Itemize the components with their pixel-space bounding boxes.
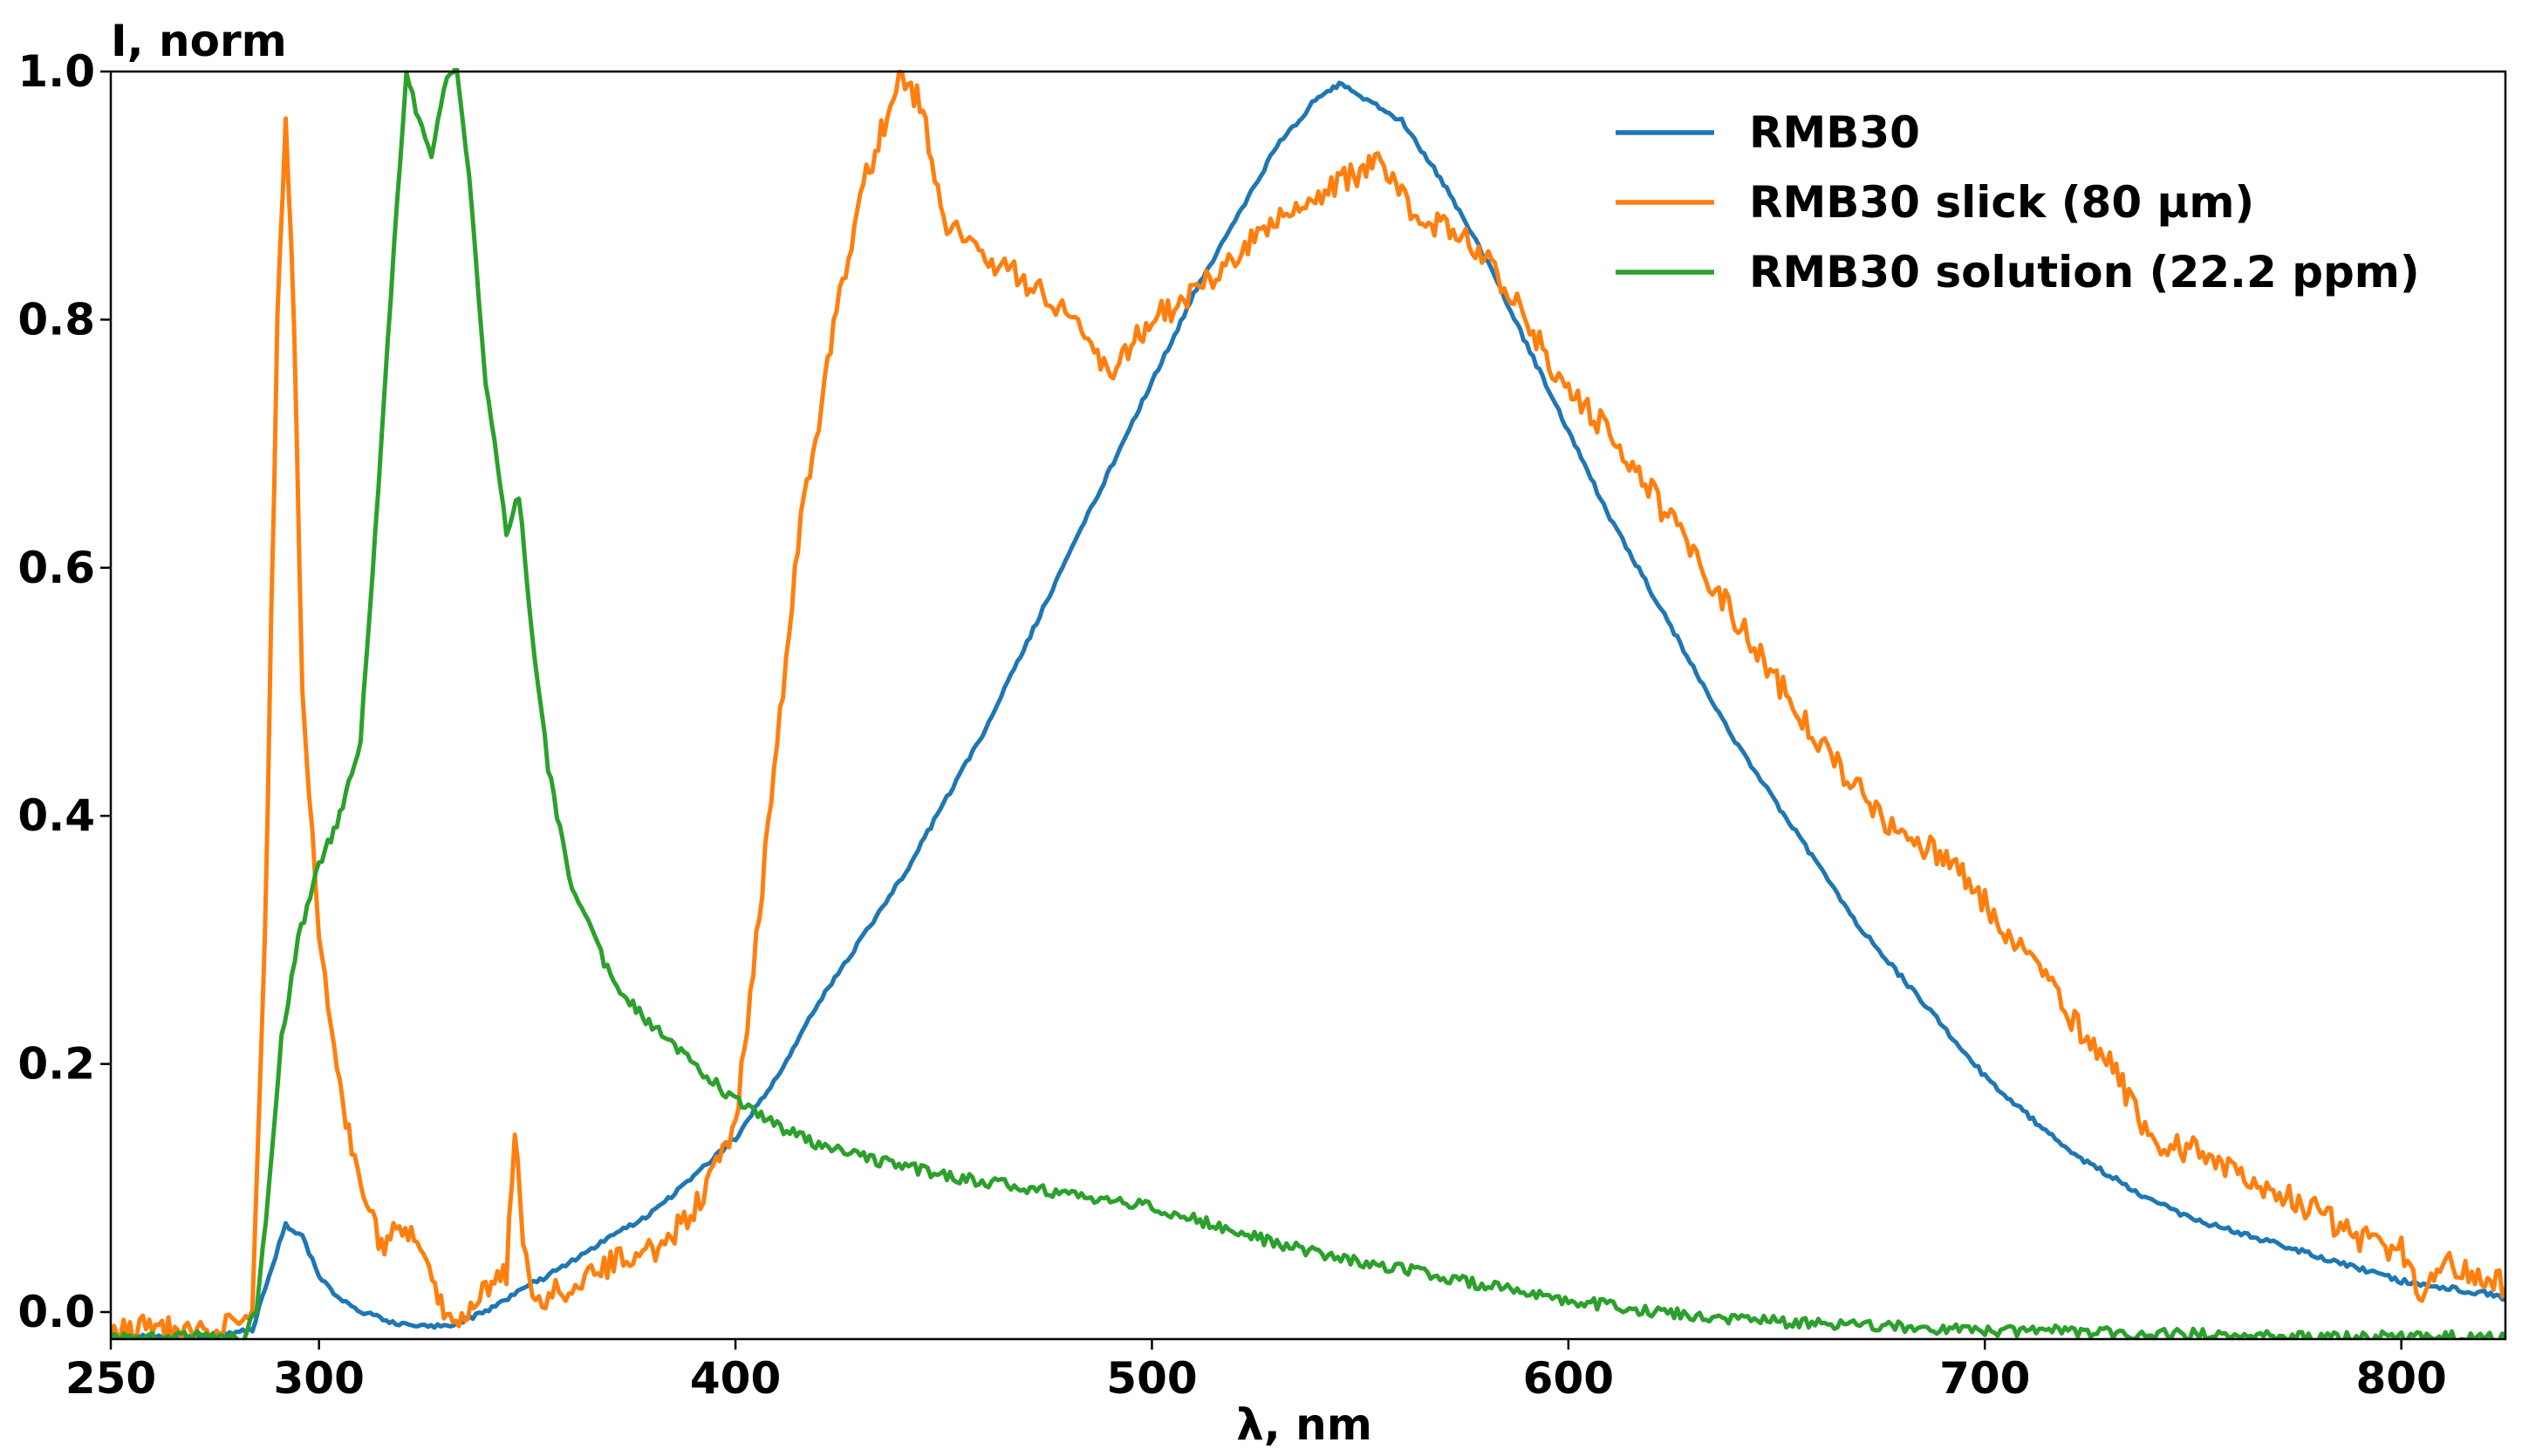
- x-tick-label: 300: [274, 1353, 365, 1404]
- series-line-2: [111, 70, 2505, 1339]
- series-layer: [111, 68, 2505, 1339]
- y-axis-label: I, norm: [111, 16, 287, 66]
- legend-label-3: RMB30 solution (22.2 ppm): [1749, 247, 2420, 297]
- x-tick-label: 500: [1106, 1353, 1197, 1404]
- y-tick-label: 0.0: [17, 1287, 95, 1337]
- x-axis-label: λ, nm: [1236, 1399, 1372, 1450]
- y-tick-label: 0.8: [17, 294, 95, 345]
- legend-label-2: RMB30 slick (80 μm): [1749, 177, 2254, 228]
- y-tick-label: 0.2: [17, 1039, 95, 1090]
- x-tick-label: 400: [690, 1353, 781, 1404]
- x-tick-label: 250: [65, 1353, 156, 1404]
- series-line-3: [111, 68, 2505, 1339]
- y-tick-label: 0.4: [17, 790, 95, 841]
- y-tick-label: 1.0: [17, 46, 95, 97]
- ticks-layer: 250 300 400 500 600 700 800 0.0 0.2 0.4 0.6 0.8 1.0: [17, 46, 2446, 1404]
- legend-label-1: RMB30: [1749, 107, 1920, 158]
- series-line-1: [111, 80, 2505, 1339]
- plot-frame: [109, 70, 2507, 1341]
- x-tick-label: 700: [1939, 1353, 2030, 1404]
- axes-layer: [109, 70, 2507, 1341]
- y-tick-label: 0.6: [17, 543, 95, 593]
- legend: RMB30 RMB30 slick (80 μm) RMB30 solution (…: [1616, 107, 2420, 297]
- x-tick-label: 600: [1523, 1353, 1614, 1404]
- x-tick-label: 800: [2355, 1353, 2446, 1404]
